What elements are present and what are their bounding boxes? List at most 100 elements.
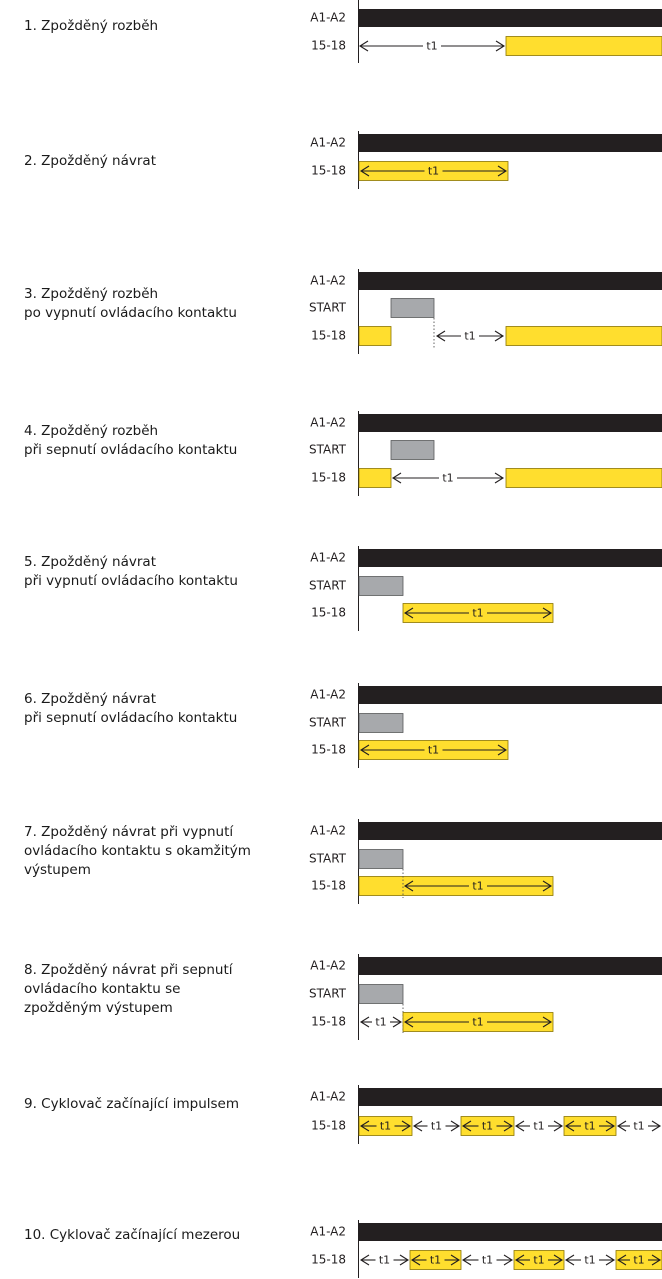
mode2-t1-label: t1 [428,165,439,178]
mode1-output-on [505,36,662,56]
mode-title-5: 5. Zpožděný návrat při vypnutí ovládacíh… [24,554,238,589]
mode8-delay-arrow-right [392,1016,403,1028]
mode7-t1-arrow-left [403,880,414,892]
mode2-t1-arrow-right [497,165,508,177]
mode5-t1-label: t1 [472,607,483,620]
mode3-t1-arrow-right [494,330,505,342]
mode9-t1-5-label: t1 [584,1120,595,1133]
mode9-t1-2-arrow-left [412,1120,423,1132]
mode10-output-pulse-1 [409,1250,462,1270]
mode4-label-output: 15-18 [311,471,346,485]
mode10-t1-4-label: t1 [533,1254,544,1267]
mode1-t1-arrow-left [358,40,369,52]
mode1-label-output: 15-18 [311,39,346,53]
mode10-t1-3-arrow-right [503,1254,514,1266]
mode5-label-output: 15-18 [311,606,346,620]
mode3-label-start: START [309,301,347,315]
mode9-label-output: 15-18 [311,1119,346,1133]
mode10-t1-2-arrow-right [450,1254,461,1266]
mode9-t1-1-arrow-right [401,1120,412,1132]
mode10-t1-3-label: t1 [482,1254,493,1267]
mode10-t1-5-label: t1 [584,1254,595,1267]
mode10-t1-6-label: t1 [633,1254,644,1267]
mode1-label-supply: A1-A2 [310,11,346,25]
mode10-t1-4-arrow-right [553,1254,564,1266]
mode1-t1-label: t1 [426,40,437,53]
mode10-t1-3-arrow-left [461,1254,472,1266]
mode2-label-output: 15-18 [311,164,346,178]
mode8-label-output: 15-18 [311,1015,346,1029]
mode9-t1-3-label: t1 [482,1120,493,1133]
mode8-delay-arrow-left [359,1016,370,1028]
mode8-label-start: START [309,987,347,1001]
mode3-label-output: 15-18 [311,329,346,343]
mode8-t1-label: t1 [472,1016,483,1029]
mode5-output-on [402,603,554,623]
mode9-t1-3-arrow-right [503,1120,514,1132]
mode-title-7: 7. Zpožděný návrat při vypnutí ovládacíh… [24,824,251,878]
mode9-label-supply: A1-A2 [310,1090,346,1104]
mode6-start-pulse [358,713,404,733]
mode9-supply-bar [359,1088,662,1106]
mode9-t1-6-arrow-left [616,1120,627,1132]
mode6-label-supply: A1-A2 [310,688,346,702]
mode9-t1-2-arrow-right [450,1120,461,1132]
mode7-label-supply: A1-A2 [310,824,346,838]
mode4-output-on [505,468,662,488]
mode5-start-pulse [358,576,404,596]
mode3-output-on [505,326,662,346]
mode8-t1-arrow-right [542,1016,553,1028]
mode6-t1-arrow-right [497,744,508,756]
mode2-label-supply: A1-A2 [310,136,346,150]
mode4-output-initial [358,468,392,488]
mode3-label-supply: A1-A2 [310,274,346,288]
mode10-t1-1-label: t1 [379,1254,390,1267]
mode4-t1-arrow-right [494,472,505,484]
mode7-start-pulse [358,849,404,869]
mode-title-3: 3. Zpožděný rozběh po vypnutí ovládacího… [24,286,237,321]
mode3-t1-label: t1 [464,330,475,343]
mode7-label-output: 15-18 [311,879,346,893]
mode5-t1-arrow-right [542,607,553,619]
mode10-output-pulse-2 [513,1250,565,1270]
mode9-t1-4-label: t1 [533,1120,544,1133]
mode10-t1-4-arrow-left [514,1254,525,1266]
mode10-t1-2-label: t1 [430,1254,441,1267]
mode4-start-pulse [390,440,435,460]
mode6-label-output: 15-18 [311,743,346,757]
mode4-t1-label: t1 [442,472,453,485]
mode10-t1-5-arrow-right [605,1254,616,1266]
mode10-supply-bar [359,1223,662,1241]
mode5-label-supply: A1-A2 [310,551,346,565]
mode8-output-on [402,1012,554,1032]
mode9-t1-6-label: t1 [633,1120,644,1133]
mode6-output-on [358,740,509,760]
mode10-t1-1-arrow-right [399,1254,410,1266]
mode7-label-start: START [309,852,347,866]
mode-title-6: 6. Zpožděný návrat při sepnutí ovládacíh… [24,691,238,726]
mode2-supply-bar [359,134,662,152]
mode10-t1-5-arrow-left [564,1254,575,1266]
mode10-output-pulse-3 [615,1250,662,1270]
mode7-t1-arrow-right [542,880,553,892]
mode6-t1-label: t1 [428,744,439,757]
mode-title-2: 2. Zpožděný návrat [24,153,156,169]
mode6-label-start: START [309,716,347,730]
mode10-t1-6-arrow-left [616,1254,627,1266]
mode4-label-start: START [309,443,347,457]
mode5-label-start: START [309,579,347,593]
mode10-t1-6-arrow-right [651,1254,662,1266]
mode3-start-pulse [390,298,435,318]
mode9-t1-5-arrow-left [564,1120,575,1132]
mode8-start-pulse [358,984,404,1004]
mode8-delay-label: t1 [375,1016,386,1029]
mode10-label-supply: A1-A2 [310,1225,346,1239]
mode10-t1-1-arrow-left [359,1254,370,1266]
mode4-supply-bar [359,414,662,432]
mode9-t1-4-arrow-left [514,1120,525,1132]
mode-title-8: 8. Zpožděný návrat při sepnutí ovládacíh… [24,962,233,1016]
mode9-output-pulse-3 [563,1116,617,1136]
mode3-t1-arrow-left [435,330,446,342]
